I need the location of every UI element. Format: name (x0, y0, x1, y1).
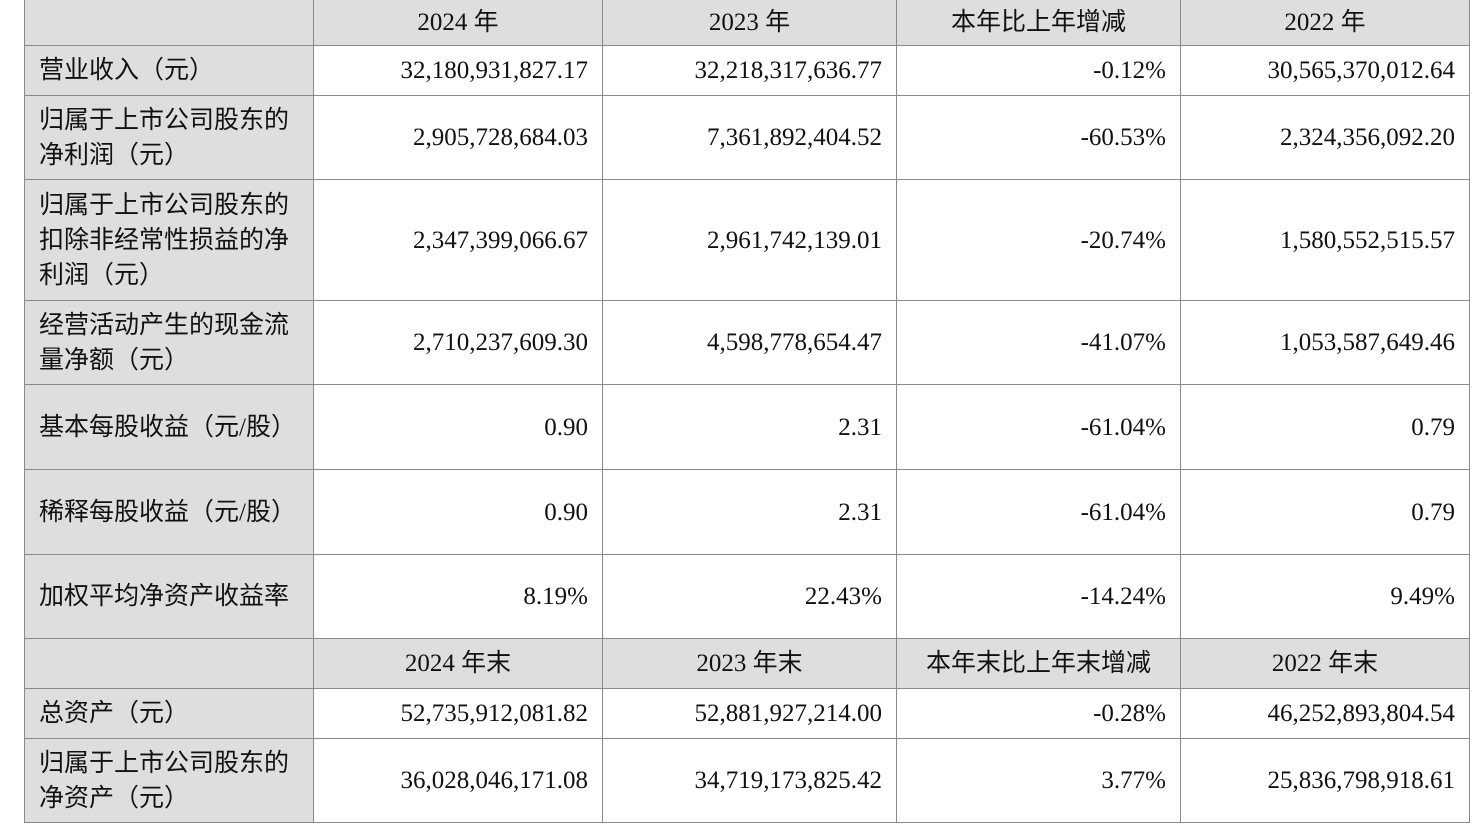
value-2023: 2.31 (602, 469, 897, 555)
table-row: 加权平均净资产收益率 8.19% 22.43% -14.24% 9.49% (24, 554, 1470, 639)
table-row: 经营活动产生的现金流量净额（元） 2,710,237,609.30 4,598,… (24, 300, 1470, 385)
table-row: 稀释每股收益（元/股） 0.90 2.31 -61.04% 0.79 (24, 469, 1470, 555)
row-label: 归属于上市公司股东的扣除非经常性损益的净利润（元） (24, 179, 314, 301)
value-2022: 0.79 (1180, 384, 1470, 470)
value-2023: 2.31 (602, 384, 897, 470)
row-label: 基本每股收益（元/股） (24, 384, 314, 470)
header-cell-change-end: 本年末比上年末增减 (896, 638, 1181, 689)
value-2023: 34,719,173,825.42 (602, 738, 897, 823)
value-2022: 0.79 (1180, 469, 1470, 555)
row-label: 营业收入（元） (24, 45, 314, 96)
header-cell-empty (24, 638, 314, 689)
header-cell-empty (24, 0, 314, 46)
table-row: 基本每股收益（元/股） 0.90 2.31 -61.04% 0.79 (24, 384, 1470, 470)
value-2022: 46,252,893,804.54 (1180, 688, 1470, 739)
header-row-yearend: 2024 年末 2023 年末 本年末比上年末增减 2022 年末 (24, 638, 1470, 689)
header-cell-2022-end: 2022 年末 (1180, 638, 1470, 689)
financial-summary-table: 2024 年 2023 年 本年比上年增减 2022 年 营业收入（元） 32,… (24, 0, 1470, 823)
value-2023: 22.43% (602, 554, 897, 639)
value-change: -0.28% (896, 688, 1181, 739)
value-2023: 32,218,317,636.77 (602, 45, 897, 96)
value-2022: 1,053,587,649.46 (1180, 300, 1470, 385)
row-label: 归属于上市公司股东的净利润（元） (24, 95, 314, 180)
table-row: 归属于上市公司股东的净利润（元） 2,905,728,684.03 7,361,… (24, 95, 1470, 180)
value-2024: 2,347,399,066.67 (313, 179, 603, 301)
table-row: 归属于上市公司股东的扣除非经常性损益的净利润（元） 2,347,399,066.… (24, 179, 1470, 301)
value-change: -0.12% (896, 45, 1181, 96)
value-change: -14.24% (896, 554, 1181, 639)
value-2022: 1,580,552,515.57 (1180, 179, 1470, 301)
value-2024: 8.19% (313, 554, 603, 639)
row-label: 总资产（元） (24, 688, 314, 739)
value-2022: 2,324,356,092.20 (1180, 95, 1470, 180)
value-change: -41.07% (896, 300, 1181, 385)
table-row: 营业收入（元） 32,180,931,827.17 32,218,317,636… (24, 45, 1470, 96)
value-change: -61.04% (896, 384, 1181, 470)
value-change: -60.53% (896, 95, 1181, 180)
value-2023: 7,361,892,404.52 (602, 95, 897, 180)
row-label: 稀释每股收益（元/股） (24, 469, 314, 555)
header-cell-2022: 2022 年 (1180, 0, 1470, 46)
value-2024: 0.90 (313, 469, 603, 555)
value-change: -20.74% (896, 179, 1181, 301)
value-2024: 36,028,046,171.08 (313, 738, 603, 823)
header-cell-2023-end: 2023 年末 (602, 638, 897, 689)
header-row-annual: 2024 年 2023 年 本年比上年增减 2022 年 (24, 0, 1470, 46)
header-cell-2024: 2024 年 (313, 0, 603, 46)
value-change: 3.77% (896, 738, 1181, 823)
header-cell-2024-end: 2024 年末 (313, 638, 603, 689)
value-2024: 52,735,912,081.82 (313, 688, 603, 739)
row-label: 经营活动产生的现金流量净额（元） (24, 300, 314, 385)
value-change: -61.04% (896, 469, 1181, 555)
value-2023: 52,881,927,214.00 (602, 688, 897, 739)
header-cell-change: 本年比上年增减 (896, 0, 1181, 46)
value-2023: 2,961,742,139.01 (602, 179, 897, 301)
table-row: 总资产（元） 52,735,912,081.82 52,881,927,214.… (24, 688, 1470, 739)
value-2024: 2,710,237,609.30 (313, 300, 603, 385)
value-2022: 9.49% (1180, 554, 1470, 639)
row-label: 加权平均净资产收益率 (24, 554, 314, 639)
value-2022: 30,565,370,012.64 (1180, 45, 1470, 96)
value-2023: 4,598,778,654.47 (602, 300, 897, 385)
row-label: 归属于上市公司股东的净资产（元） (24, 738, 314, 823)
value-2022: 25,836,798,918.61 (1180, 738, 1470, 823)
value-2024: 32,180,931,827.17 (313, 45, 603, 96)
value-2024: 2,905,728,684.03 (313, 95, 603, 180)
value-2024: 0.90 (313, 384, 603, 470)
header-cell-2023: 2023 年 (602, 0, 897, 46)
table-row: 归属于上市公司股东的净资产（元） 36,028,046,171.08 34,71… (24, 738, 1470, 823)
